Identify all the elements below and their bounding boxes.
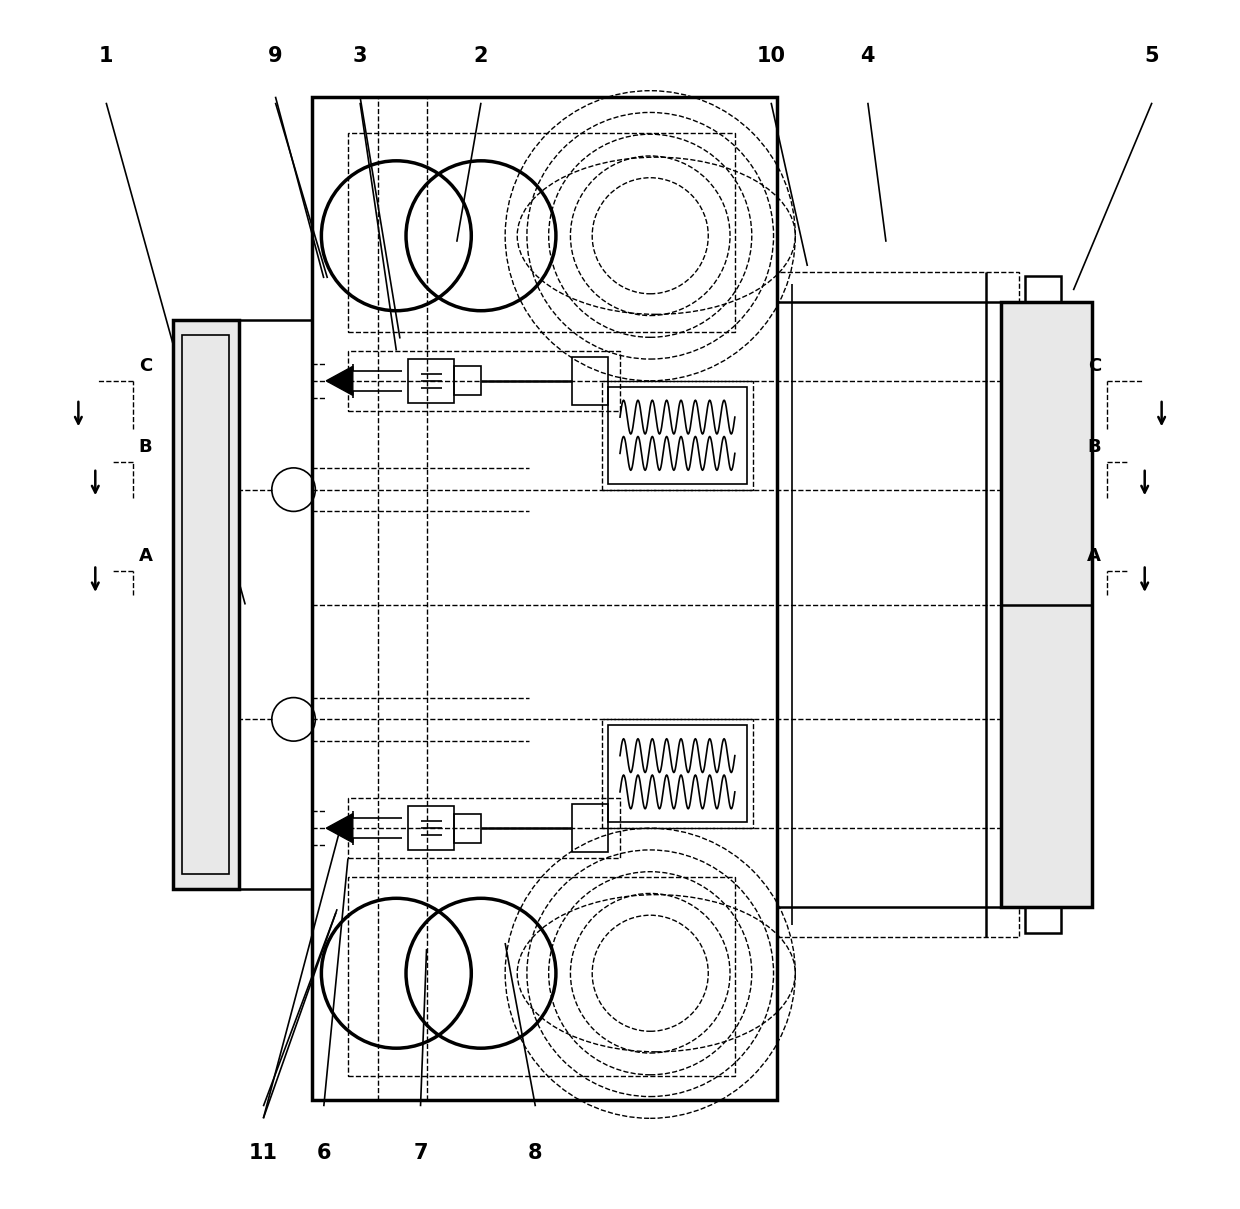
- Bar: [1001, 302, 1091, 907]
- Bar: [311, 97, 777, 1100]
- Text: 5: 5: [1145, 46, 1159, 66]
- Text: 3: 3: [353, 46, 367, 66]
- Bar: [182, 335, 229, 874]
- Bar: [1025, 907, 1061, 933]
- Text: C: C: [1087, 357, 1101, 375]
- Bar: [348, 798, 620, 858]
- Bar: [572, 357, 608, 405]
- Text: 11: 11: [249, 1143, 278, 1163]
- Bar: [608, 725, 746, 822]
- Bar: [601, 719, 753, 828]
- Polygon shape: [326, 366, 353, 395]
- Bar: [608, 387, 746, 484]
- Polygon shape: [326, 814, 353, 843]
- Text: A: A: [1087, 546, 1101, 565]
- Bar: [408, 806, 454, 850]
- Bar: [601, 381, 753, 490]
- Bar: [572, 804, 608, 852]
- Text: 1: 1: [99, 46, 113, 66]
- Text: 4: 4: [861, 46, 875, 66]
- Text: 8: 8: [528, 1143, 543, 1163]
- Text: 6: 6: [316, 1143, 331, 1163]
- Text: 2: 2: [474, 46, 489, 66]
- Text: A: A: [139, 546, 153, 565]
- Bar: [348, 877, 735, 1076]
- Bar: [1025, 276, 1061, 302]
- Bar: [348, 133, 735, 332]
- Bar: [454, 366, 481, 395]
- Bar: [408, 359, 454, 403]
- Text: 10: 10: [756, 46, 786, 66]
- Text: 9: 9: [268, 46, 283, 66]
- Bar: [348, 351, 620, 411]
- Text: C: C: [139, 357, 153, 375]
- Text: B: B: [139, 438, 153, 456]
- Text: B: B: [1087, 438, 1101, 456]
- Text: 7: 7: [413, 1143, 428, 1163]
- Bar: [777, 272, 1019, 937]
- Bar: [172, 320, 239, 889]
- Bar: [454, 814, 481, 843]
